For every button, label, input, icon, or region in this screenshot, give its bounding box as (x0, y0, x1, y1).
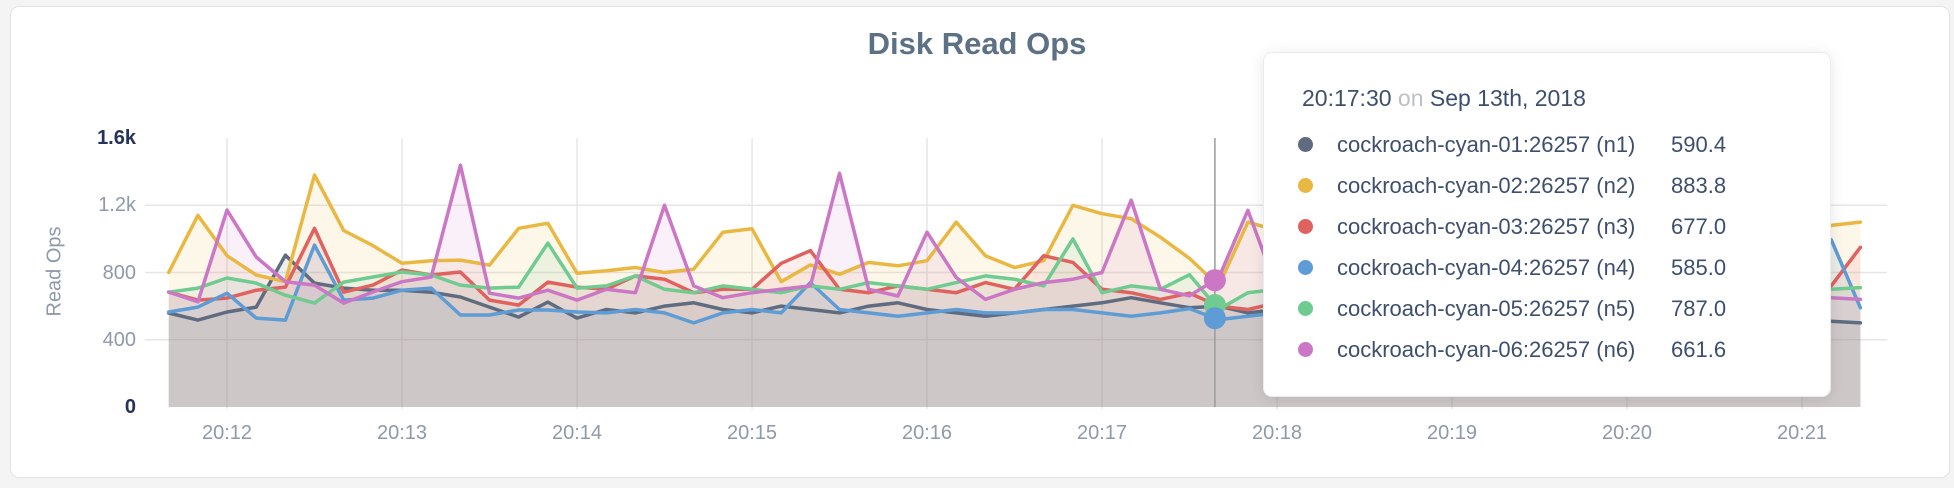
x-tick-label: 20:13 (377, 422, 428, 444)
series-label: cockroach-cyan-03:26257 (n3) (1337, 213, 1636, 239)
x-tick-label: 20:14 (552, 422, 603, 444)
x-tick-label: 20:15 (727, 422, 778, 444)
y-tick-label: 400 (102, 328, 136, 351)
x-tick-label: 20:21 (1777, 422, 1828, 444)
tooltip-time: 20:17:30 (1302, 85, 1392, 111)
series-label: cockroach-cyan-06:26257 (n6) (1337, 336, 1636, 362)
x-tick-label: 20:17 (1077, 422, 1128, 444)
tooltip-row: cockroach-cyan-03:26257 (n3) 677.0 (1294, 206, 1802, 247)
series-label: cockroach-cyan-02:26257 (n2) (1337, 172, 1636, 198)
series-label: cockroach-cyan-04:26257 (n4) (1337, 254, 1636, 280)
series-label: cockroach-cyan-01:26257 (n1) (1337, 131, 1636, 157)
tooltip-row: cockroach-cyan-02:26257 (n2) 883.8 (1294, 165, 1802, 206)
x-tick-label: 20:18 (1252, 422, 1303, 444)
series-dot (1298, 219, 1313, 234)
series-dot (1298, 178, 1313, 193)
series-dot (1298, 342, 1313, 357)
tooltip-date: Sep 13th, 2018 (1429, 85, 1586, 111)
series-value: 661.6 (1671, 336, 1727, 362)
y-tick-label: 800 (102, 261, 136, 284)
chart-title: Disk Read Ops (867, 26, 1087, 61)
x-tick-label: 20:19 (1427, 422, 1478, 444)
series-value: 585.0 (1671, 254, 1727, 280)
y-tick-label: 0 (124, 396, 136, 418)
series-value: 787.0 (1671, 295, 1727, 321)
series-value: 590.4 (1671, 131, 1727, 157)
series-value: 883.8 (1671, 172, 1727, 198)
tooltip-row: cockroach-cyan-04:26257 (n4) 585.0 (1294, 247, 1802, 288)
y-tick-label: 1.2k (98, 194, 136, 217)
tooltip-connector: on (1397, 85, 1424, 111)
hover-tooltip: 20:17:30 on Sep 13th, 2018 cockroach-cya… (1263, 52, 1831, 397)
series-value: 677.0 (1671, 213, 1727, 239)
series-dot (1298, 137, 1313, 152)
y-tick-label: 1.6k (97, 127, 136, 149)
tooltip-row: cockroach-cyan-05:26257 (n5) 787.0 (1294, 288, 1802, 329)
tooltip-header: 20:17:30 on Sep 13th, 2018 (1302, 85, 1802, 112)
series-dot (1298, 260, 1313, 275)
x-tick-label: 20:16 (902, 422, 953, 444)
x-tick-label: 20:12 (202, 422, 253, 444)
series-label: cockroach-cyan-05:26257 (n5) (1337, 295, 1636, 321)
series-dot (1298, 301, 1313, 316)
tooltip-row: cockroach-cyan-06:26257 (n6) 661.6 (1294, 329, 1802, 370)
tooltip-row: cockroach-cyan-01:26257 (n1) 590.4 (1294, 124, 1802, 165)
x-tick-label: 20:20 (1602, 422, 1653, 444)
